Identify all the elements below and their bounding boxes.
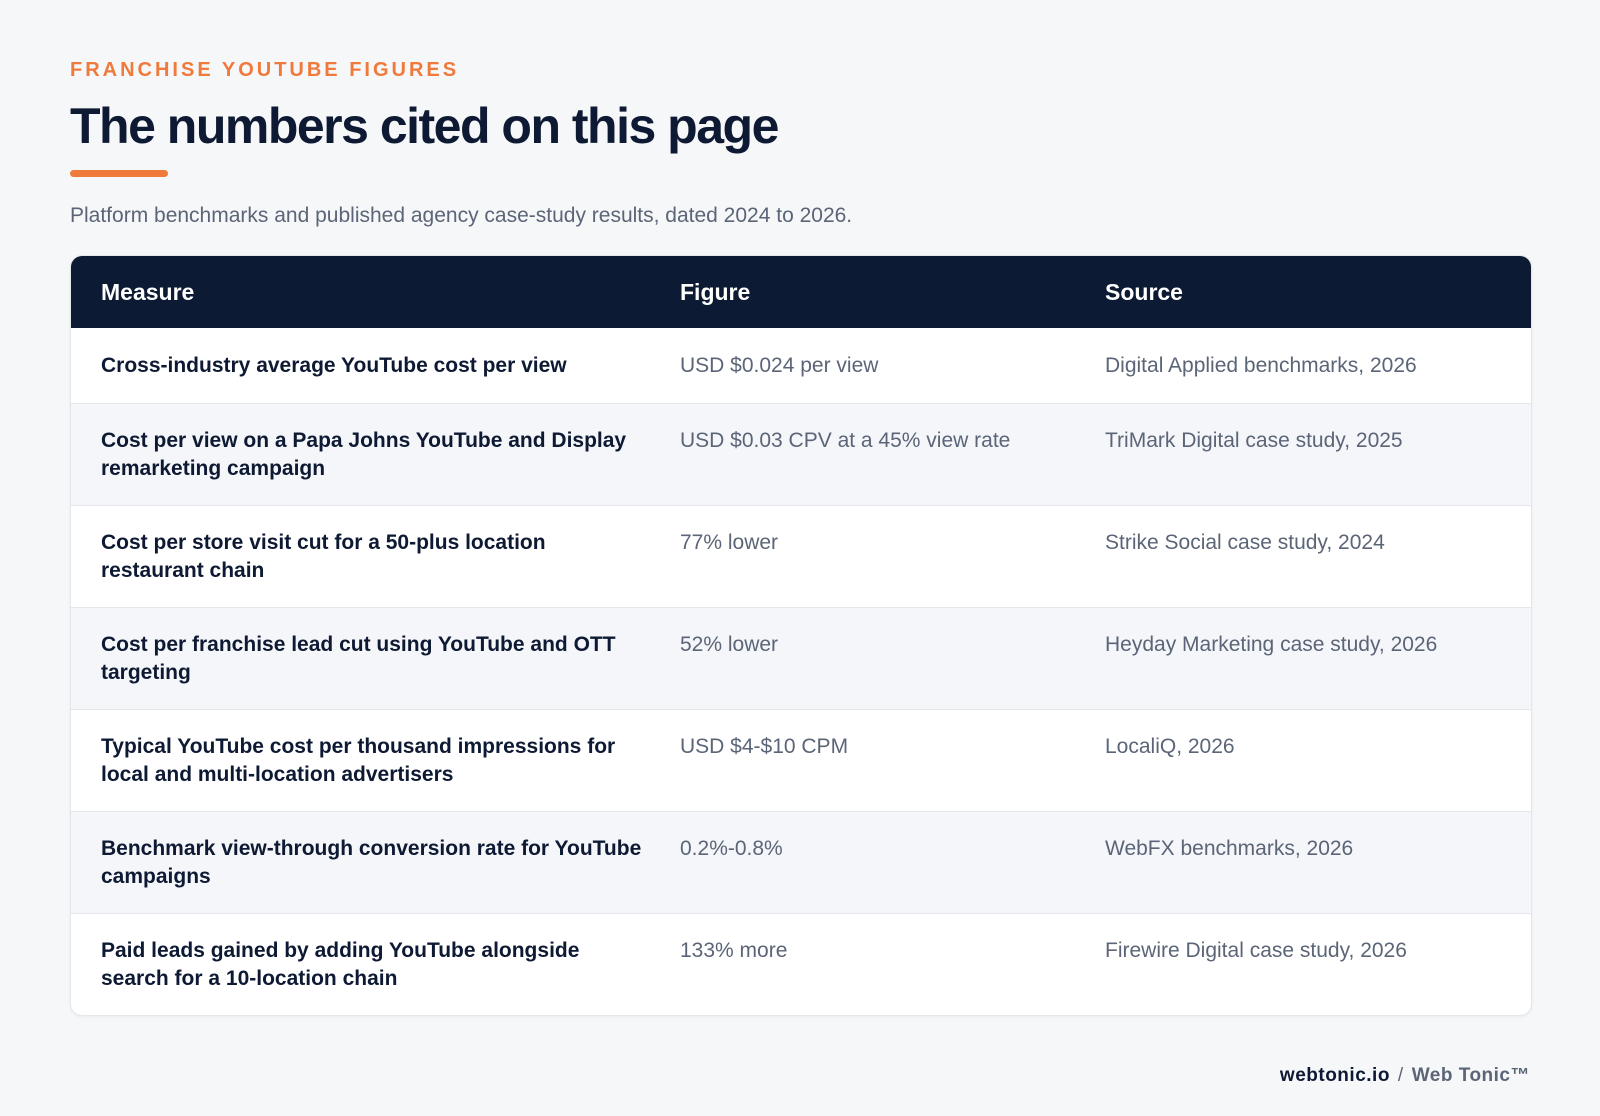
measure-cell: Typical YouTube cost per thousand impres…	[101, 735, 616, 786]
table-row: Typical YouTube cost per thousand impres…	[71, 709, 1531, 811]
table-row: Cost per view on a Papa Johns YouTube an…	[71, 403, 1531, 505]
eyebrow-label: FRANCHISE YOUTUBE FIGURES	[70, 59, 460, 81]
source-cell: Heyday Marketing case study, 2026	[1105, 633, 1438, 656]
source-cell: WebFX benchmarks, 2026	[1105, 837, 1354, 860]
figure-cell: 0.2%-0.8%	[680, 837, 783, 860]
figure-cell: USD $4-$10 CPM	[680, 735, 849, 758]
figure-cell: USD $0.024 per view	[680, 354, 879, 377]
table-row: Cross-industry average YouTube cost per …	[71, 328, 1531, 403]
column-header-measure: Measure	[101, 279, 195, 305]
column-header-source: Source	[1105, 279, 1183, 305]
measure-cell: Cost per store visit cut for a 50-plus l…	[101, 531, 546, 582]
source-cell: LocaliQ, 2026	[1105, 735, 1235, 758]
title-accent-bar	[70, 170, 168, 177]
table-row: Benchmark view-through conversion rate f…	[71, 811, 1531, 913]
table-row: Cost per franchise lead cut using YouTub…	[71, 607, 1531, 709]
measure-cell: Paid leads gained by adding YouTube alon…	[101, 939, 580, 990]
footer-separator: /	[1397, 1065, 1404, 1086]
measure-cell: Benchmark view-through conversion rate f…	[101, 837, 642, 888]
source-cell: Digital Applied benchmarks, 2026	[1105, 354, 1417, 377]
source-cell: Firewire Digital case study, 2026	[1105, 939, 1407, 962]
column-header-figure: Figure	[680, 279, 751, 305]
footer-credit: webtonic.io / Web Tonic™	[1280, 1064, 1530, 1088]
figure-cell: 133% more	[680, 939, 788, 962]
figure-cell: 52% lower	[680, 633, 779, 656]
page-subtitle: Platform benchmarks and published agency…	[70, 204, 853, 227]
page-title: The numbers cited on this page	[70, 98, 779, 154]
footer-brand: Web Tonic™	[1411, 1065, 1530, 1086]
source-cell: Strike Social case study, 2024	[1105, 531, 1385, 554]
table-row: Cost per store visit cut for a 50-plus l…	[71, 505, 1531, 607]
figures-table: Measure Figure Source Cross-industry ave…	[70, 255, 1532, 1016]
figure-cell: USD $0.03 CPV at a 45% view rate	[680, 429, 1011, 452]
table-row: Paid leads gained by adding YouTube alon…	[71, 913, 1531, 1015]
measure-cell: Cost per franchise lead cut using YouTub…	[101, 633, 616, 684]
page-content: FRANCHISE YOUTUBE FIGURES The numbers ci…	[70, 56, 1532, 1016]
footer-domain: webtonic.io	[1279, 1065, 1390, 1086]
measure-cell: Cost per view on a Papa Johns YouTube an…	[101, 429, 627, 480]
table-header: Measure Figure Source	[71, 256, 1531, 328]
source-cell: TriMark Digital case study, 2025	[1105, 429, 1403, 452]
figure-cell: 77% lower	[680, 531, 779, 554]
measure-cell: Cross-industry average YouTube cost per …	[101, 354, 567, 377]
